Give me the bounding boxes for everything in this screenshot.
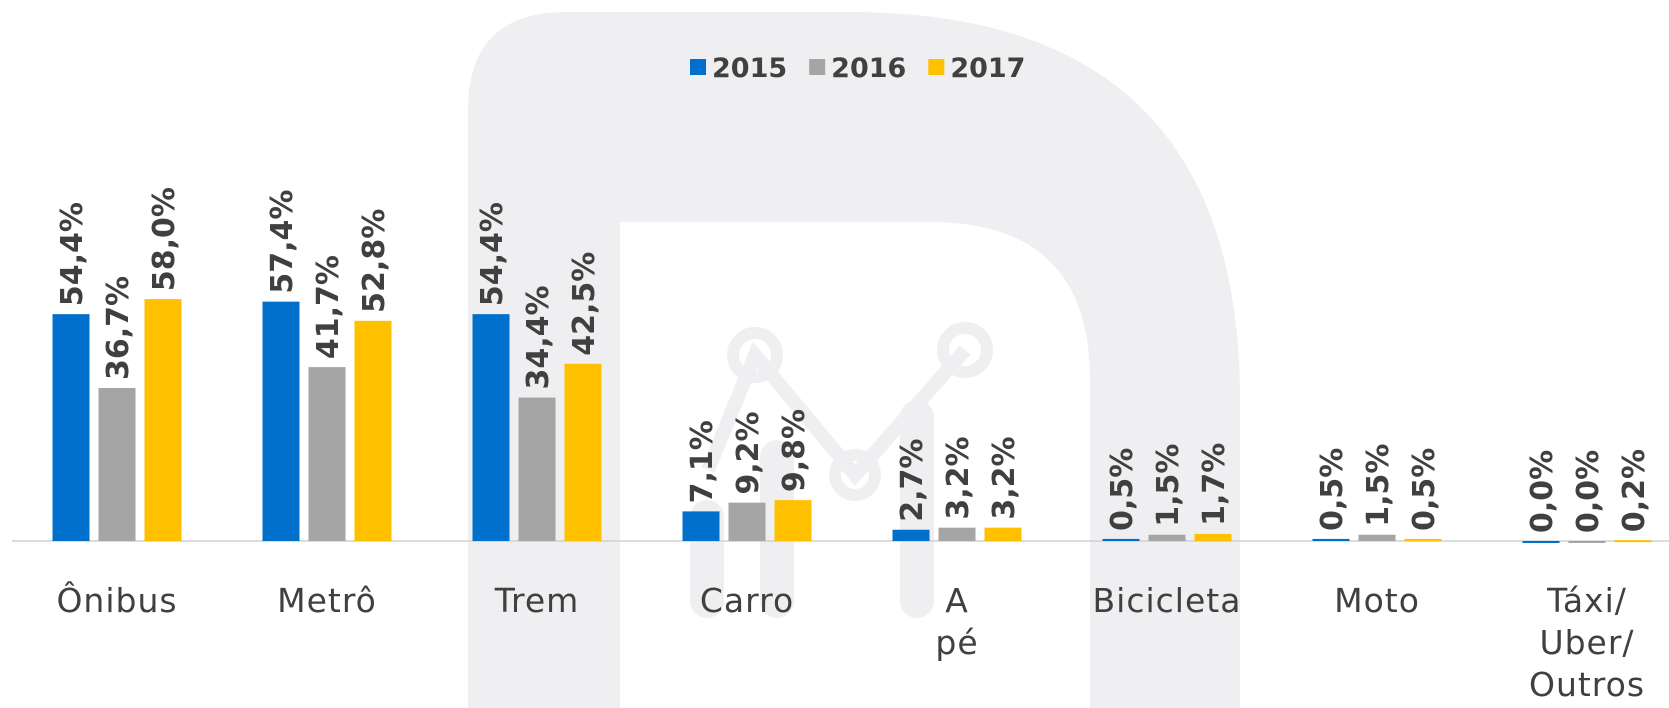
value-label: 54,4% [55,202,90,306]
category-label: Bicicleta [1093,581,1242,620]
value-label: 0,5% [1315,448,1350,531]
bar [1358,534,1396,541]
value-label: 36,7% [101,276,136,380]
value-label: 1,5% [1361,444,1396,527]
category-label: Moto [1334,581,1420,620]
value-label: 0,0% [1525,450,1560,533]
value-label: 41,7% [311,255,346,359]
legend-swatch [690,59,706,75]
bar [98,387,136,541]
category-label: Carro [700,581,794,620]
value-label: 42,5% [567,252,602,356]
legend-swatch [928,59,945,75]
bar [892,529,930,541]
value-label: 3,2% [941,436,976,519]
bar [1148,534,1186,541]
bar [564,363,602,541]
bar [774,500,812,541]
category-label: Trem [494,581,580,620]
bar [1102,538,1140,541]
value-label: 3,2% [987,436,1022,519]
bar [354,320,392,541]
value-label: 9,8% [777,409,812,492]
value-label: 2,7% [895,439,930,522]
bar [308,367,346,541]
category-label: Táxi/Uber/Outros [1529,581,1645,704]
value-label: 58,0% [147,187,182,291]
bar [682,511,720,541]
bar [1568,541,1606,543]
value-label: 52,8% [357,209,392,313]
legend-swatch [809,59,826,75]
value-label: 54,4% [475,202,510,306]
value-label: 9,2% [731,411,766,494]
value-label: 1,7% [1197,443,1232,526]
bar [1312,538,1350,541]
value-label: 0,0% [1571,450,1606,533]
legend-label: 2017 [950,53,1025,84]
category-label: Metrô [277,581,377,620]
value-label: 34,4% [521,285,556,389]
bar [518,397,556,541]
value-label: 1,5% [1151,444,1186,527]
value-label: 0,2% [1617,449,1652,532]
bar [984,527,1022,541]
legend-label: 2015 [712,53,787,84]
bar [144,299,182,541]
bar [728,502,766,541]
value-label: 7,1% [685,420,720,503]
bar [1194,533,1232,541]
watermark [468,12,1240,708]
category-label: Ônibus [56,580,177,620]
value-label: 0,5% [1407,448,1442,531]
bar [938,527,976,541]
bar [1522,541,1560,543]
bar [52,314,90,541]
value-label: 0,5% [1105,448,1140,531]
bar [262,301,300,541]
bar [472,314,510,541]
value-label: 57,4% [265,190,300,294]
legend-label: 2016 [831,53,906,84]
bar [1614,540,1652,543]
bar [1404,538,1442,541]
